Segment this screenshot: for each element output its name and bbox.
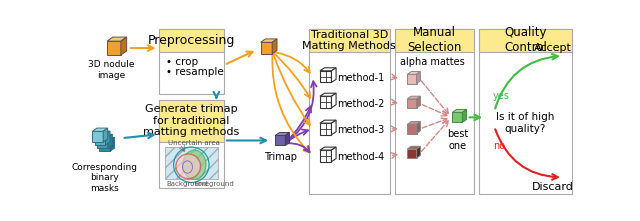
Text: Traditional 3D
Matting Methods: Traditional 3D Matting Methods (302, 30, 396, 51)
Text: method-2: method-2 (337, 99, 385, 109)
Bar (479, 29, 572, 194)
Text: Preprocessing: Preprocessing (148, 34, 235, 47)
Bar (479, 29, 572, 52)
Polygon shape (407, 74, 417, 84)
Polygon shape (107, 41, 121, 55)
Text: method-3: method-3 (337, 126, 385, 135)
Polygon shape (407, 96, 420, 99)
Polygon shape (332, 68, 336, 82)
Bar (159, 29, 224, 94)
Polygon shape (417, 146, 420, 158)
Text: Generate trimap
for traditional
matting methods: Generate trimap for traditional matting … (143, 104, 239, 137)
Polygon shape (92, 131, 103, 142)
Text: • resample: • resample (166, 67, 224, 77)
Polygon shape (320, 147, 336, 150)
Bar (159, 29, 224, 52)
Text: Quality
Control: Quality Control (504, 26, 547, 54)
Text: Foreground: Foreground (195, 181, 234, 187)
Polygon shape (417, 72, 420, 84)
Bar (395, 29, 474, 52)
Polygon shape (275, 135, 285, 145)
Bar (164, 147, 218, 179)
Polygon shape (320, 68, 336, 71)
Text: Is it of high
quality?: Is it of high quality? (496, 112, 555, 133)
Text: alpha mattes: alpha mattes (399, 57, 465, 67)
Bar (159, 100, 224, 142)
Text: Uncertain area: Uncertain area (168, 141, 220, 147)
Polygon shape (417, 96, 420, 108)
Polygon shape (417, 122, 420, 133)
Polygon shape (320, 123, 332, 135)
Bar (159, 100, 224, 188)
Polygon shape (121, 37, 127, 55)
Polygon shape (260, 42, 272, 54)
Text: Accept: Accept (534, 43, 572, 53)
Polygon shape (407, 146, 420, 149)
Text: 3D nodule
image: 3D nodule image (88, 60, 134, 80)
Bar (395, 29, 474, 194)
Polygon shape (275, 133, 289, 135)
Text: Manual
Selection: Manual Selection (408, 26, 462, 54)
Polygon shape (106, 131, 110, 145)
Polygon shape (108, 134, 112, 148)
Polygon shape (407, 124, 417, 133)
Polygon shape (320, 150, 332, 162)
Polygon shape (92, 128, 108, 131)
Text: Corresponding
binary
masks: Corresponding binary masks (72, 163, 138, 193)
Text: no: no (493, 141, 505, 151)
Polygon shape (97, 137, 108, 148)
Polygon shape (272, 39, 277, 54)
Text: best
one: best one (447, 129, 468, 151)
Polygon shape (320, 93, 336, 96)
Polygon shape (332, 147, 336, 162)
Polygon shape (407, 149, 417, 158)
Polygon shape (285, 133, 289, 145)
Polygon shape (99, 137, 115, 141)
Polygon shape (103, 128, 108, 142)
Polygon shape (462, 109, 467, 122)
Polygon shape (407, 122, 420, 124)
Polygon shape (95, 134, 106, 145)
Polygon shape (452, 109, 467, 112)
Ellipse shape (183, 150, 206, 179)
Polygon shape (95, 131, 110, 134)
Text: method-4: method-4 (337, 152, 385, 162)
Bar (308, 29, 390, 194)
Polygon shape (332, 120, 336, 135)
Polygon shape (107, 37, 127, 41)
Polygon shape (99, 141, 110, 151)
Polygon shape (452, 112, 462, 122)
Polygon shape (97, 134, 112, 137)
Text: Trimap: Trimap (264, 152, 297, 162)
Circle shape (176, 154, 200, 179)
Polygon shape (407, 72, 420, 74)
Text: Background: Background (166, 181, 208, 187)
Polygon shape (260, 39, 277, 42)
Text: • crop: • crop (166, 57, 198, 67)
Polygon shape (110, 137, 115, 151)
Polygon shape (320, 96, 332, 108)
Text: method-1: method-1 (337, 73, 385, 83)
Text: Discard: Discard (532, 182, 574, 192)
Polygon shape (320, 71, 332, 82)
Polygon shape (407, 99, 417, 108)
Polygon shape (332, 93, 336, 108)
Polygon shape (320, 120, 336, 123)
Text: yes: yes (493, 91, 509, 101)
Bar (308, 29, 390, 52)
